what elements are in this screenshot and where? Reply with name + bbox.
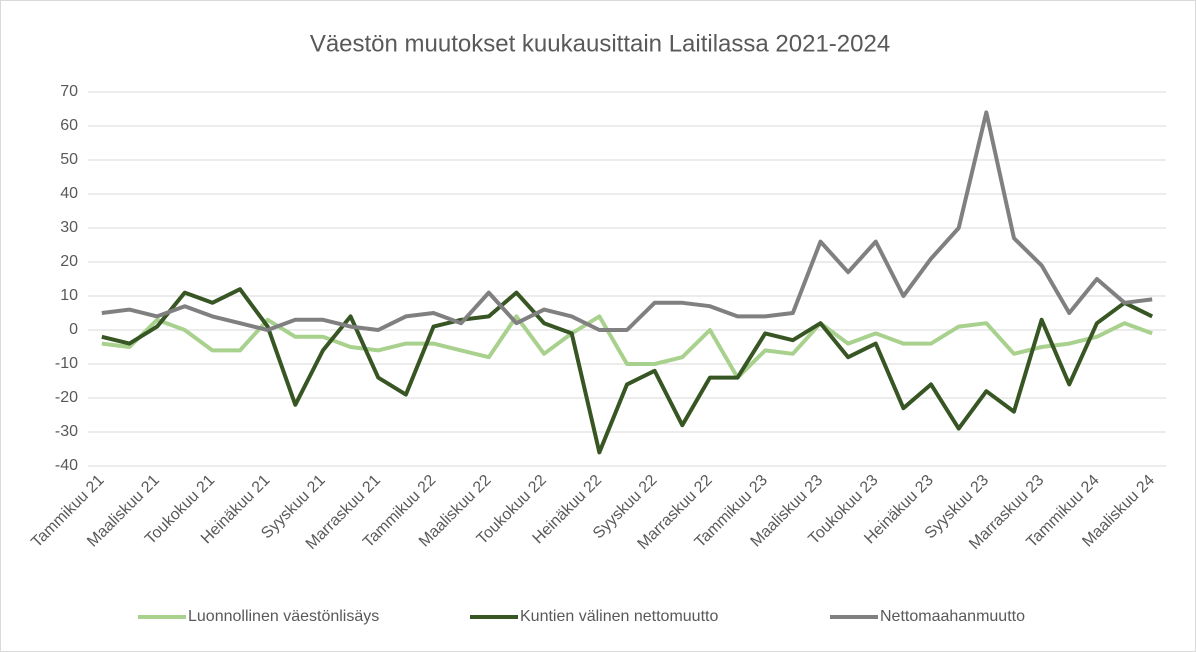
y-tick-label: 20 bbox=[60, 253, 78, 270]
y-tick-label: -20 bbox=[55, 389, 78, 406]
series-line bbox=[101, 110, 1153, 332]
y-tick-label: 60 bbox=[60, 117, 78, 134]
legend-label: Luonnollinen väestönlisäys bbox=[188, 608, 379, 625]
y-tick-label: 0 bbox=[69, 321, 78, 338]
y-tick-label: 10 bbox=[60, 287, 78, 304]
y-tick-label: 40 bbox=[60, 185, 78, 202]
legend-label: Kuntien välinen nettomuutto bbox=[520, 608, 718, 625]
y-tick-label: 30 bbox=[60, 219, 78, 236]
y-tick-label: 50 bbox=[60, 151, 78, 168]
legend-label: Nettomaahanmuutto bbox=[880, 608, 1025, 625]
y-tick-label: 70 bbox=[60, 83, 78, 100]
series-line bbox=[101, 287, 1154, 455]
y-tick-label: -30 bbox=[55, 423, 78, 440]
chart-title: Väestön muutokset kuukausittain Laitilas… bbox=[310, 30, 890, 57]
y-tick-label: -10 bbox=[55, 355, 78, 372]
y-tick-label: -40 bbox=[55, 457, 78, 474]
